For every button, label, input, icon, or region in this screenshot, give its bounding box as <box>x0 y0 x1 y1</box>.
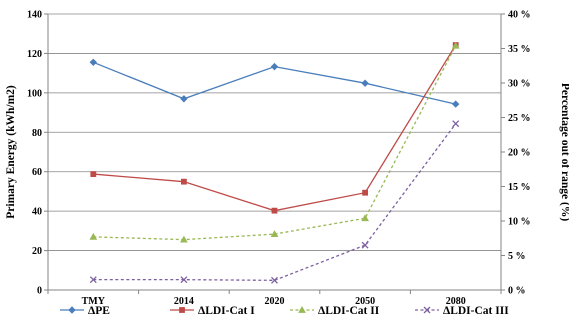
data-point <box>361 214 369 222</box>
y-axis-title: Primary Energy (kWh/m2) <box>5 85 17 219</box>
y2-tick-label: 30 % <box>508 79 531 90</box>
y2-axis-title: Percentage out of range (%) <box>559 83 569 222</box>
legend: ΔPE ΔLDI-Cat I ΔLDI-Cat II ΔLDI-Cat III <box>60 305 509 317</box>
legend-item: ΔLDI-Cat II <box>290 305 380 317</box>
y2-tick-label: 35 % <box>508 44 531 55</box>
data-point <box>361 79 369 87</box>
gridlines <box>48 13 501 251</box>
x-tick-label: 2080 <box>446 296 466 307</box>
y-tick-label: 0 <box>37 286 42 297</box>
y2-tick-label: 25 % <box>508 113 531 124</box>
series-1 <box>89 58 460 108</box>
data-point <box>68 306 76 314</box>
y-tick-label: 80 <box>32 128 42 139</box>
y-tick-label: 100 <box>27 88 42 99</box>
data-point <box>451 41 460 49</box>
data-point <box>181 178 187 185</box>
data-point <box>179 307 185 313</box>
legend-label: ΔLDI-Cat II <box>318 305 380 317</box>
x-tick-label: 2050 <box>355 296 375 307</box>
x-tick-label: 2014 <box>174 296 194 307</box>
series-line <box>93 45 457 241</box>
y2-tick-label: 10 % <box>508 217 531 228</box>
y2-tick-label: 5 % <box>508 251 526 262</box>
y2-tick-label: 0 % <box>508 286 526 297</box>
x-tick-label: TMY <box>82 296 106 307</box>
data-point <box>298 305 306 313</box>
legend-label: ΔPE <box>88 305 110 317</box>
y-tick-label: 120 <box>27 49 42 60</box>
data-point <box>271 276 278 284</box>
series-3 <box>89 41 460 243</box>
legend-item: ΔLDI-Cat III <box>415 305 509 317</box>
legend-label: ΔLDI-Cat III <box>443 305 509 317</box>
legend-label: ΔLDI-Cat I <box>198 305 255 317</box>
data-point <box>270 62 279 71</box>
data-point <box>89 232 98 240</box>
data-point <box>180 235 188 243</box>
y-tick-label: 140 <box>27 10 42 21</box>
data-point <box>423 306 431 314</box>
data-point <box>180 95 188 103</box>
y2-tick-label: 20 % <box>508 148 531 159</box>
data-point <box>271 207 278 214</box>
legend-item: ΔPE <box>60 305 110 317</box>
legend-item: ΔLDI-Cat I <box>170 305 255 317</box>
data-point <box>451 100 460 108</box>
data-point <box>90 171 97 177</box>
data-point <box>89 58 98 67</box>
series-group <box>89 41 460 284</box>
data-point <box>452 120 460 128</box>
y2-tick-label: 40 % <box>508 10 531 21</box>
x-tick-label: 2020 <box>265 296 285 307</box>
y-tick-label: 40 <box>32 207 42 218</box>
data-point <box>270 230 279 238</box>
data-point <box>361 241 369 249</box>
y2-tick-label: 15 % <box>508 182 531 193</box>
x-axis-ticks: TMY 2014 2020 2050 2080 <box>82 296 466 307</box>
left-axis-ticks: 0 20 40 60 80 100 120 140 <box>27 10 48 297</box>
right-axis-ticks: 0 % 5 % 10 % 15 % 20 % 25 % 30 % 35 % 40 % <box>501 10 531 297</box>
series-4 <box>89 120 460 284</box>
data-point <box>89 276 97 284</box>
data-point <box>180 276 188 284</box>
series-line <box>93 123 457 281</box>
y-tick-label: 20 <box>32 246 42 257</box>
data-point <box>362 189 369 196</box>
y-tick-label: 60 <box>32 167 42 178</box>
